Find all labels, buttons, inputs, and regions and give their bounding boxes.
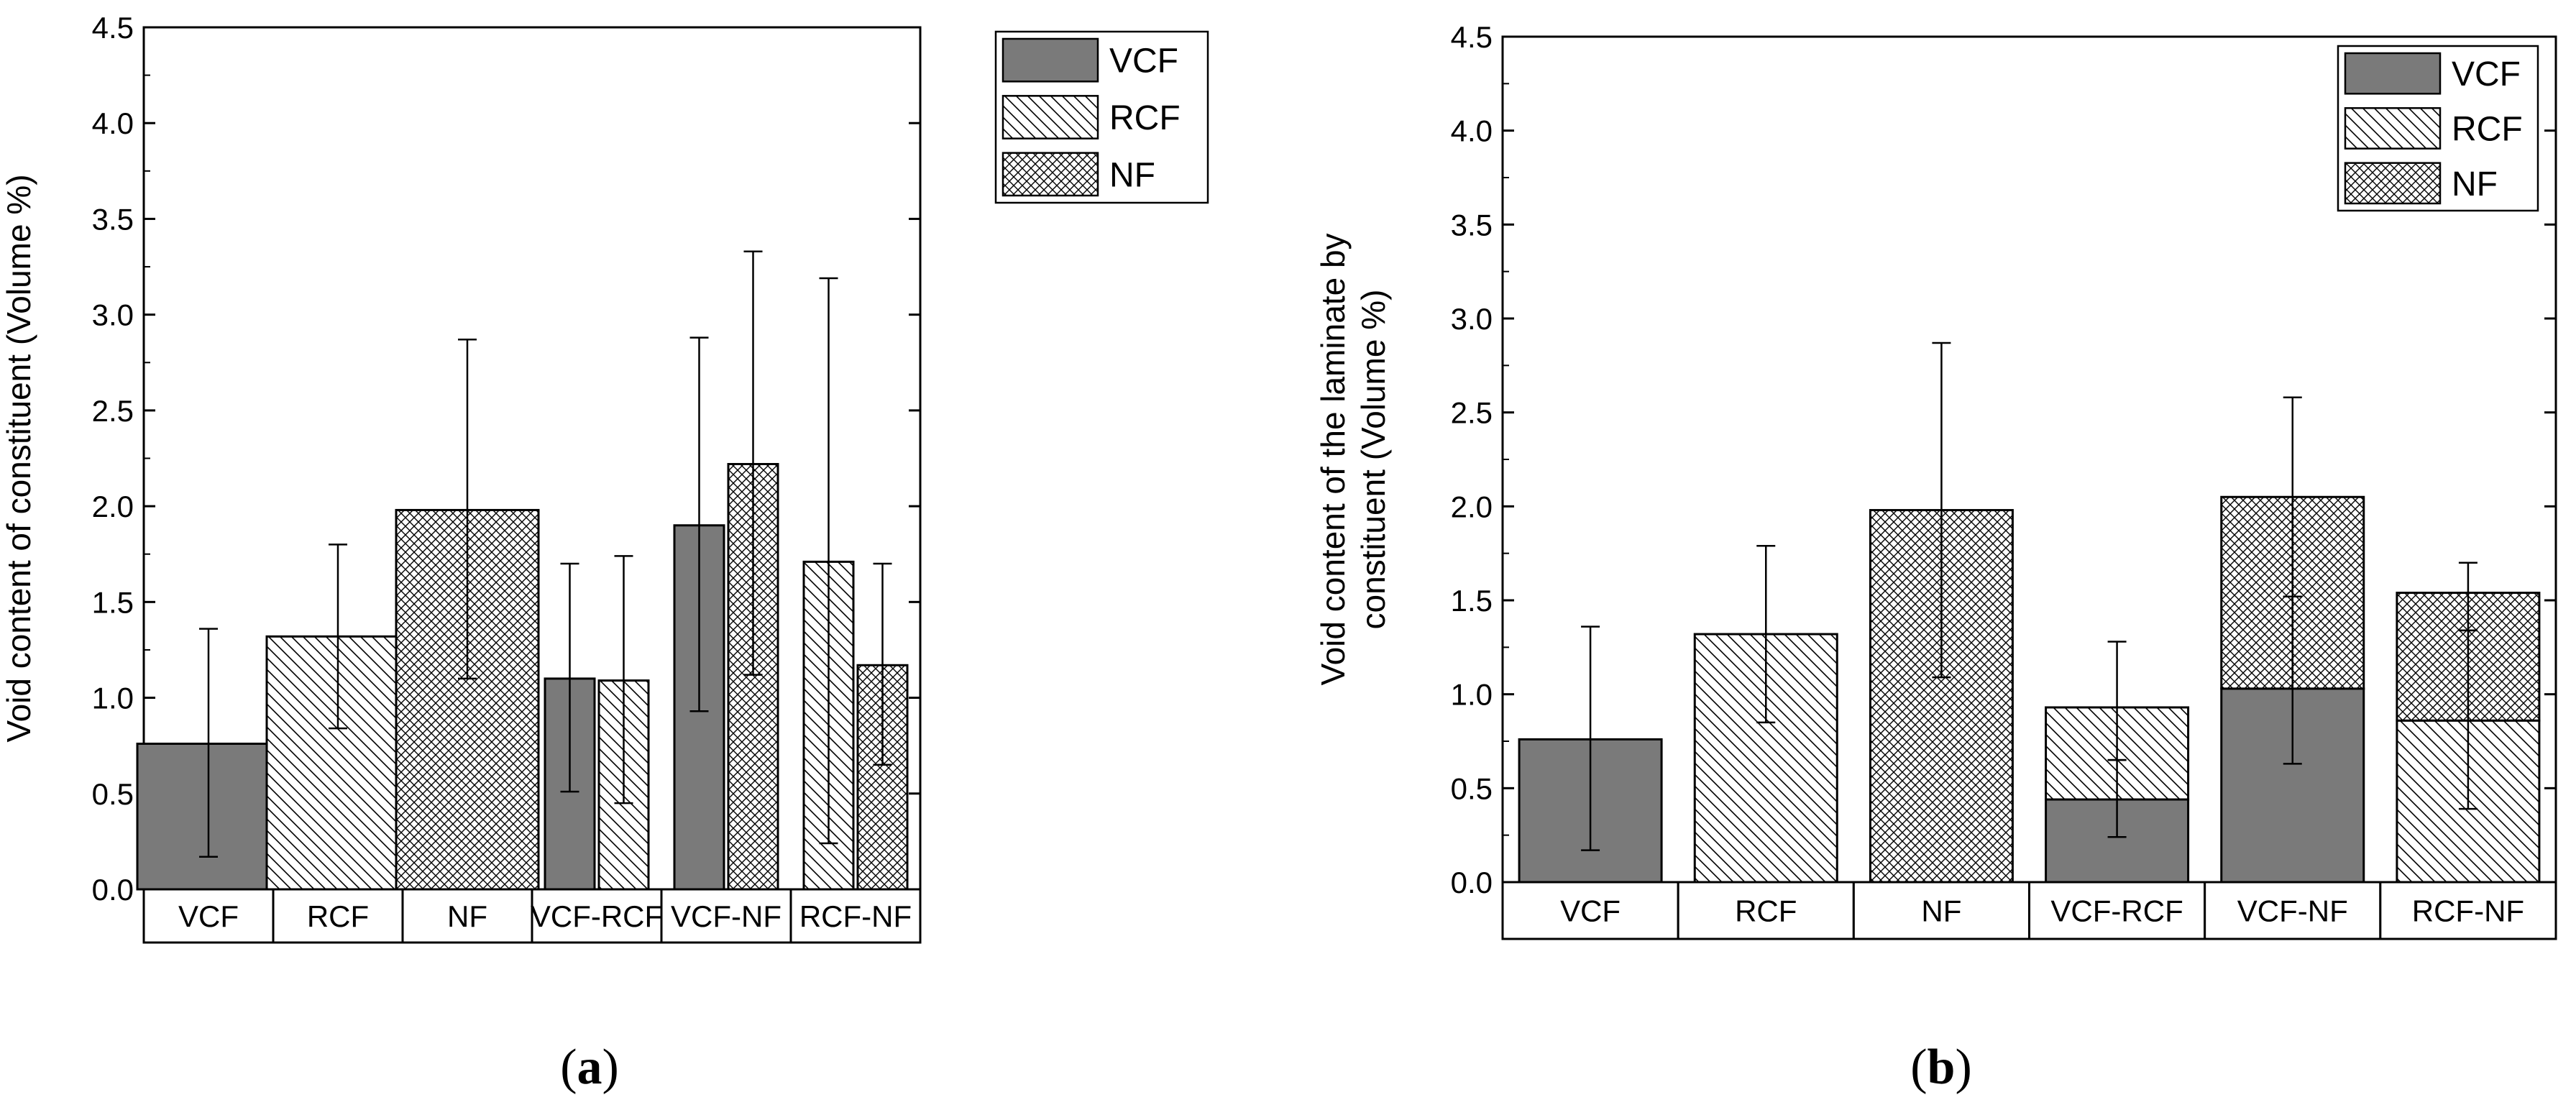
category-cell — [2028, 881, 2206, 940]
y-tick-label: 2.5 — [92, 394, 134, 428]
y-tick-label: 4.0 — [92, 106, 134, 140]
category-label: VCF — [1560, 894, 1621, 928]
legend: VCF RCF NF — [994, 30, 1209, 204]
y-tick-label: 3.5 — [1451, 208, 1493, 242]
panel-caption: (b) — [1910, 1040, 1972, 1095]
category-cell — [789, 888, 922, 944]
y-tick-label: 4.0 — [1451, 114, 1493, 148]
category-cell — [142, 888, 275, 944]
y-tick-label: 2.0 — [1451, 490, 1493, 523]
chart-a: 0.0 0.5 1.0 1.5 2.0 2.5 3.0 3.5 4.0 4.5 Void conte… — [0, 11, 1209, 1095]
y-tick-label: 2.5 — [1451, 396, 1493, 430]
category-cell — [2379, 881, 2557, 940]
category-label: NF — [447, 899, 487, 933]
category-label: NF — [1921, 894, 1961, 928]
legend-swatch-vcf — [2344, 52, 2442, 95]
category-label: RCF — [307, 899, 369, 933]
legend-label: VCF — [2452, 55, 2521, 93]
category-cell — [660, 888, 792, 944]
category-cell — [272, 888, 404, 944]
legend-swatch-rcf — [1001, 95, 1099, 139]
y-axis-label-line: Void content of the laminate by — [1314, 233, 1352, 685]
legend-swatch-nf — [1001, 152, 1099, 197]
chart-b: 0.0 0.5 1.0 1.5 2.0 2.5 3.0 3.5 4.0 4.5 Void conte… — [1314, 20, 2557, 1095]
legend-label: RCF — [1109, 99, 1181, 137]
category-cell — [401, 888, 533, 944]
y-axis-label-line: constituent (Volume %) — [1355, 289, 1392, 629]
y-tick-label: 0.5 — [92, 777, 134, 811]
legend-swatch-vcf — [1001, 37, 1099, 83]
legend-label: NF — [2452, 165, 2498, 203]
category-label: VCF-NF — [671, 899, 781, 933]
y-tick-label: 0.5 — [1451, 771, 1493, 805]
category-label: RCF-NF — [2412, 894, 2524, 928]
y-tick-label: 0.0 — [1451, 866, 1493, 899]
category-label: VCF-RCF — [2050, 894, 2183, 928]
y-axis-label: Void content of constituent (Volume %) — [0, 174, 37, 742]
y-tick-label: 1.0 — [92, 682, 134, 715]
panel-caption: (a) — [560, 1040, 619, 1095]
legend-swatch-rcf — [2344, 107, 2442, 150]
y-tick-label: 3.0 — [92, 298, 134, 332]
y-tick-label: 3.0 — [1451, 302, 1493, 336]
legend-label: VCF — [1109, 42, 1178, 81]
y-tick-label: 1.5 — [92, 585, 134, 619]
y-tick-label: 4.5 — [1451, 20, 1493, 54]
category-label: VCF — [178, 899, 239, 933]
y-tick-label: 3.5 — [92, 202, 134, 236]
category-label: RCF — [1735, 894, 1797, 928]
y-tick-label: 1.0 — [1451, 678, 1493, 712]
y-tick-label: 2.0 — [92, 490, 134, 523]
category-label: VCF-NF — [2237, 894, 2348, 928]
y-tick-label: 0.0 — [92, 873, 134, 907]
legend: VCF RCF NF — [2337, 45, 2539, 212]
legend-swatch-nf — [2344, 162, 2442, 205]
legend-label: NF — [1109, 156, 1155, 194]
y-tick-label: 1.5 — [1451, 584, 1493, 618]
category-label: RCF-NF — [799, 899, 912, 933]
y-tick-label: 4.5 — [92, 11, 134, 45]
legend-label: RCF — [2452, 111, 2523, 149]
category-label: VCF-RCF — [531, 899, 663, 933]
